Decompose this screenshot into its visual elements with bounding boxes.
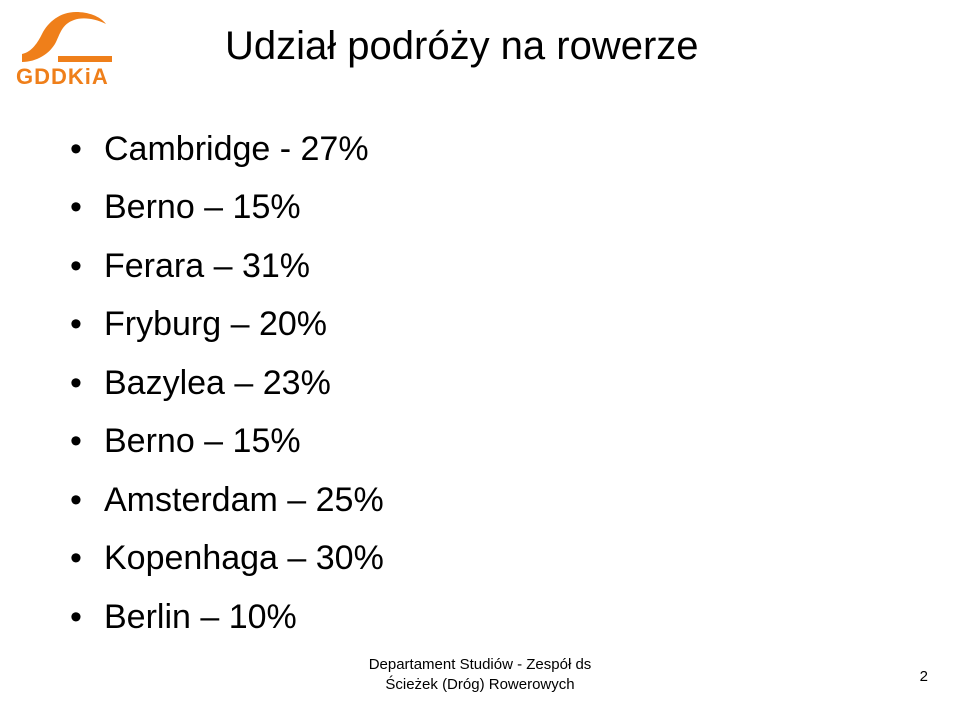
list-item: • Berno – 15% bbox=[70, 178, 384, 236]
list-item-label: Berlin – 10% bbox=[104, 588, 297, 646]
bullet-icon: • bbox=[70, 295, 104, 353]
bullet-icon: • bbox=[70, 412, 104, 470]
bullet-icon: • bbox=[70, 529, 104, 587]
page-number: 2 bbox=[920, 668, 928, 685]
bullet-icon: • bbox=[70, 178, 104, 236]
list-item: • Bazylea – 23% bbox=[70, 354, 384, 412]
list-item-label: Ferara – 31% bbox=[104, 237, 310, 295]
list-item: • Fryburg – 20% bbox=[70, 295, 384, 353]
bullet-icon: • bbox=[70, 237, 104, 295]
list-item-label: Bazylea – 23% bbox=[104, 354, 331, 412]
list-item: • Berlin – 10% bbox=[70, 588, 384, 646]
logo: GDDKiA bbox=[16, 12, 156, 90]
list-item-label: Cambridge - 27% bbox=[104, 120, 369, 178]
list-item: • Amsterdam – 25% bbox=[70, 471, 384, 529]
list-item-label: Kopenhaga – 30% bbox=[104, 529, 384, 587]
logo-text: GDDKiA bbox=[16, 64, 156, 90]
bullet-icon: • bbox=[70, 120, 104, 178]
bullet-icon: • bbox=[70, 588, 104, 646]
list-item: • Berno – 15% bbox=[70, 412, 384, 470]
footer-line-2: Ścieżek (Dróg) Rowerowych bbox=[0, 675, 960, 695]
footer-line-1: Departament Studiów - Zespół ds bbox=[0, 655, 960, 675]
list-item-label: Berno – 15% bbox=[104, 178, 301, 236]
list-item: • Kopenhaga – 30% bbox=[70, 529, 384, 587]
list-item: • Ferara – 31% bbox=[70, 237, 384, 295]
list-item-label: Amsterdam – 25% bbox=[104, 471, 384, 529]
bullet-list: • Cambridge - 27% • Berno – 15% • Ferara… bbox=[70, 120, 384, 646]
list-item: • Cambridge - 27% bbox=[70, 120, 384, 178]
bullet-icon: • bbox=[70, 471, 104, 529]
list-item-label: Fryburg – 20% bbox=[104, 295, 327, 353]
logo-bird-icon bbox=[16, 12, 116, 66]
list-item-label: Berno – 15% bbox=[104, 412, 301, 470]
footer: Departament Studiów - Zespół ds Ścieżek … bbox=[0, 655, 960, 696]
bullet-icon: • bbox=[70, 354, 104, 412]
slide-title: Udział podróży na rowerze bbox=[225, 24, 699, 69]
